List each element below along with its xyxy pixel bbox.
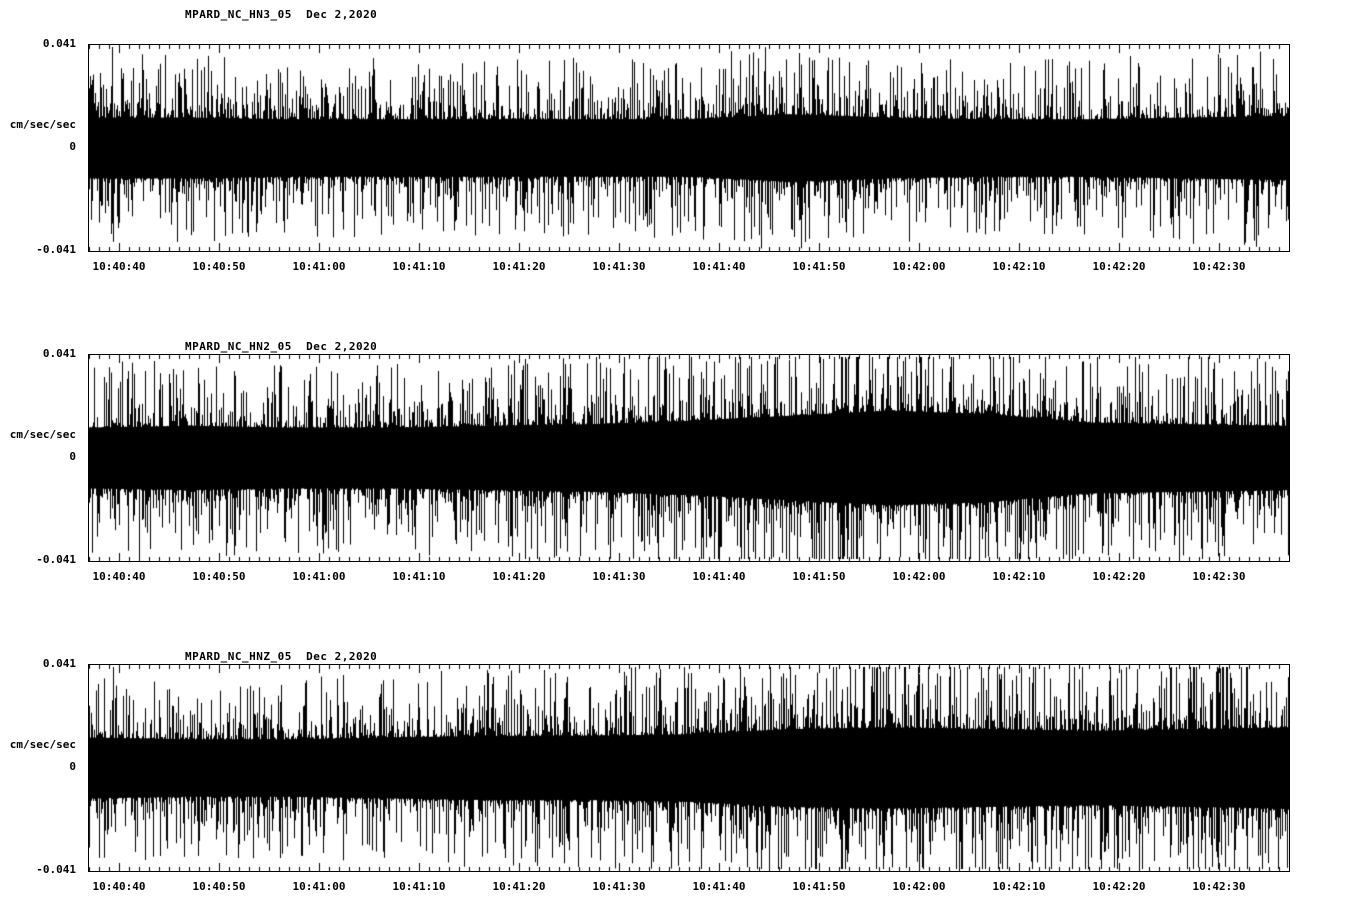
- x-tick-label: 10:42:10: [992, 880, 1046, 893]
- waveform-canvas: [89, 45, 1289, 251]
- x-axis-labels: 10:40:40 10:40:50 10:41:00 10:41:10 10:41:20…: [88, 570, 1290, 584]
- x-tick-label: 10:41:30: [592, 880, 646, 893]
- x-tick-label: 10:41:40: [692, 570, 746, 583]
- x-tick-label: 10:41:50: [792, 260, 846, 273]
- waveform-canvas: [89, 355, 1289, 561]
- y-max-label: 0.041: [42, 347, 76, 360]
- x-tick-label: 10:42:20: [1092, 880, 1146, 893]
- x-tick-label: 10:42:00: [892, 570, 946, 583]
- x-tick-label: 10:42:30: [1192, 570, 1246, 583]
- x-axis-labels: 10:40:40 10:40:50 10:41:00 10:41:10 10:41:20…: [88, 260, 1290, 274]
- y-axis-unit: cm/sec/sec: [9, 738, 76, 751]
- x-tick-label: 10:42:30: [1192, 880, 1246, 893]
- x-tick-label: 10:41:10: [392, 570, 446, 583]
- x-tick-label: 10:42:20: [1092, 570, 1146, 583]
- x-tick-label: 10:40:50: [192, 260, 246, 273]
- trace-title: MPARD_NC_HN2_05 Dec 2,2020: [185, 340, 378, 353]
- x-tick-label: 10:42:00: [892, 260, 946, 273]
- x-tick-label: 10:41:10: [392, 880, 446, 893]
- x-tick-label: 10:40:40: [92, 570, 146, 583]
- x-tick-label: 10:41:30: [592, 260, 646, 273]
- x-tick-label: 10:40:50: [192, 880, 246, 893]
- x-tick-label: 10:41:20: [492, 570, 546, 583]
- plot-area: [88, 44, 1290, 252]
- y-zero-label: 0: [69, 450, 76, 463]
- x-tick-label: 10:41:40: [692, 260, 746, 273]
- x-tick-label: 10:42:20: [1092, 260, 1146, 273]
- waveform-canvas: [89, 665, 1289, 871]
- x-tick-label: 10:41:20: [492, 880, 546, 893]
- plot-area: [88, 664, 1290, 872]
- plot-area: [88, 354, 1290, 562]
- waveform-panel-hn3: MPARD_NC_HN3_05 Dec 2,2020 0.041 cm/sec/…: [0, 0, 1358, 310]
- y-axis-unit: cm/sec/sec: [9, 428, 76, 441]
- x-tick-label: 10:40:40: [92, 880, 146, 893]
- x-axis-labels: 10:40:40 10:40:50 10:41:00 10:41:10 10:41:20…: [88, 880, 1290, 894]
- x-tick-label: 10:41:00: [292, 570, 346, 583]
- trace-title: MPARD_NC_HNZ_05 Dec 2,2020: [185, 650, 378, 663]
- y-min-label: -0.041: [36, 863, 76, 876]
- trace-title: MPARD_NC_HN3_05 Dec 2,2020: [185, 8, 378, 21]
- x-tick-label: 10:42:30: [1192, 260, 1246, 273]
- x-tick-label: 10:41:50: [792, 570, 846, 583]
- x-tick-label: 10:41:30: [592, 570, 646, 583]
- y-max-label: 0.041: [42, 657, 76, 670]
- x-tick-label: 10:41:50: [792, 880, 846, 893]
- y-min-label: -0.041: [36, 553, 76, 566]
- x-tick-label: 10:41:40: [692, 880, 746, 893]
- x-tick-label: 10:42:10: [992, 570, 1046, 583]
- x-tick-label: 10:42:00: [892, 880, 946, 893]
- x-tick-label: 10:41:20: [492, 260, 546, 273]
- x-tick-label: 10:40:50: [192, 570, 246, 583]
- x-tick-label: 10:40:40: [92, 260, 146, 273]
- y-max-label: 0.041: [42, 37, 76, 50]
- waveform-panel-hn2: MPARD_NC_HN2_05 Dec 2,2020 0.041 cm/sec/…: [0, 310, 1358, 620]
- x-tick-label: 10:41:00: [292, 880, 346, 893]
- x-tick-label: 10:41:10: [392, 260, 446, 273]
- y-zero-label: 0: [69, 140, 76, 153]
- y-zero-label: 0: [69, 760, 76, 773]
- x-tick-label: 10:42:10: [992, 260, 1046, 273]
- x-tick-label: 10:41:00: [292, 260, 346, 273]
- y-axis-unit: cm/sec/sec: [9, 118, 76, 131]
- y-min-label: -0.041: [36, 243, 76, 256]
- waveform-panel-hnz: MPARD_NC_HNZ_05 Dec 2,2020 0.041 cm/sec/…: [0, 620, 1358, 924]
